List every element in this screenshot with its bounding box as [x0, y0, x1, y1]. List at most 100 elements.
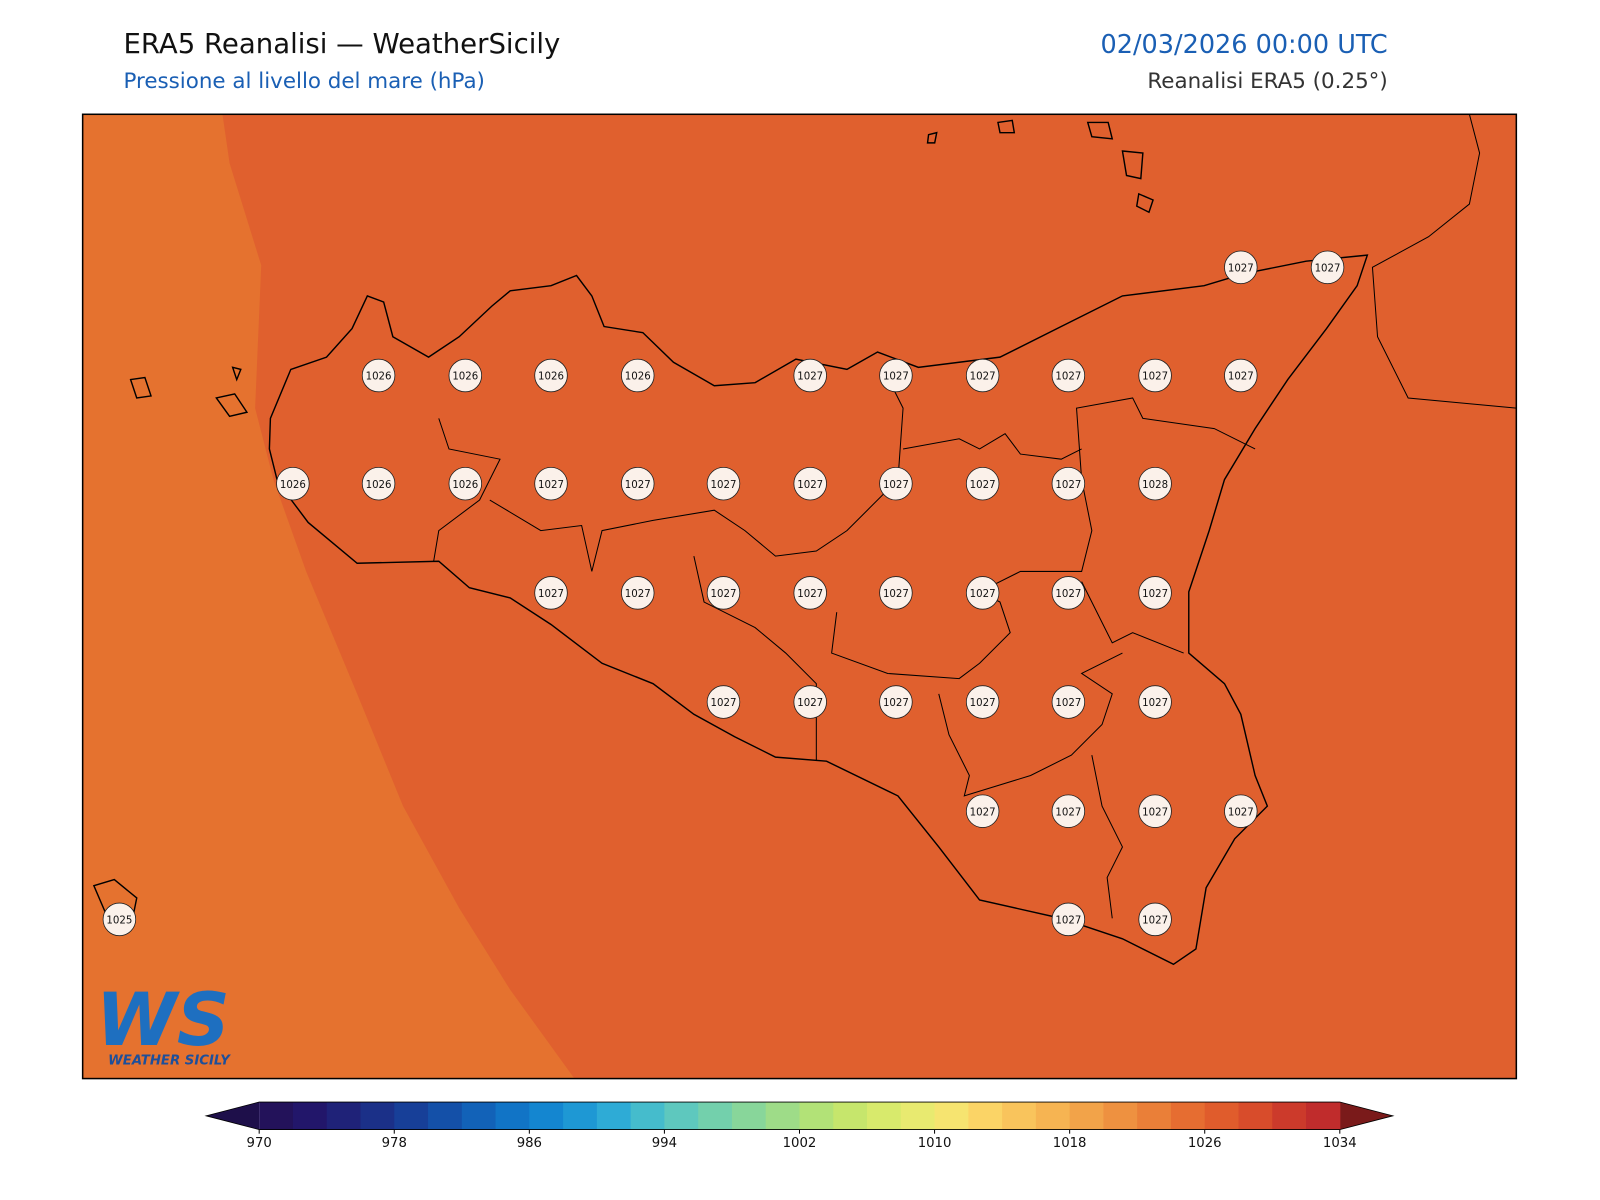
colorbar-bin — [292, 1102, 328, 1130]
station-marker — [879, 358, 913, 393]
station-value: 1027 — [711, 589, 737, 600]
station-value: 1026 — [625, 372, 651, 383]
station-marker — [1310, 250, 1345, 285]
station-value: 1027 — [1228, 807, 1254, 818]
station-marker — [1138, 358, 1172, 393]
station-marker — [793, 685, 827, 719]
station-marker — [1224, 358, 1258, 393]
colorbar-bin — [461, 1102, 497, 1130]
colorbar-bin — [698, 1102, 733, 1130]
map-frame — [81, 113, 1518, 1080]
station-marker — [1138, 466, 1172, 501]
station-marker — [706, 576, 741, 610]
station-value: 1025 — [106, 915, 132, 926]
colorbar-bin — [664, 1102, 699, 1130]
colorbar-tick-label: 978 — [382, 1136, 407, 1151]
colorbar-bin — [326, 1102, 362, 1130]
station-value: 1027 — [1055, 480, 1081, 491]
station-value: 1027 — [970, 807, 996, 818]
colorbar-bin — [867, 1102, 902, 1130]
station-value: 1027 — [1142, 589, 1168, 600]
station-value: 1026 — [452, 372, 478, 383]
colorbar-tick-label: 970 — [247, 1136, 272, 1151]
station-value: 1028 — [1142, 480, 1168, 491]
colorbar-over — [1339, 1102, 1393, 1130]
station-labels: 1027 1027 1026 1026 1026 1026 1027 1027 1027 1027… — [102, 250, 1345, 937]
colorbar-bin — [529, 1102, 564, 1130]
station-value: 1027 — [1228, 372, 1254, 383]
station-value: 1027 — [1142, 698, 1168, 709]
station-value: 1027 — [970, 589, 996, 600]
colorbar: 970 978 986 994 1002 1010 1018 1026 1034 — [204, 1101, 1395, 1151]
colorbar-bin — [731, 1102, 767, 1130]
station-marker — [1051, 902, 1086, 937]
station-marker — [879, 576, 913, 610]
station-marker — [1051, 466, 1086, 501]
station-marker — [621, 466, 655, 501]
station-marker — [621, 576, 655, 610]
station-value: 1027 — [797, 480, 823, 491]
station-value: 1027 — [797, 372, 823, 383]
station-marker — [793, 466, 827, 501]
station-marker — [706, 466, 741, 501]
station-marker — [1224, 250, 1258, 285]
colorbar-bin — [1306, 1102, 1341, 1130]
islands — [92, 119, 1154, 920]
colorbar-bin — [1069, 1102, 1104, 1130]
station-marker — [361, 358, 396, 393]
station-marker — [965, 576, 1000, 610]
logo-mark: WS — [96, 978, 230, 1063]
subtitle: Pressione al livello del mare (hPa) — [123, 69, 484, 94]
station-marker — [1138, 794, 1172, 828]
colorbar-bin — [934, 1102, 969, 1130]
station-marker — [1051, 576, 1086, 610]
colorbar-tick-label: 994 — [652, 1136, 677, 1151]
station-marker — [361, 466, 396, 501]
logo: WS WEATHER SICILY — [96, 978, 231, 1068]
colorbar-tick-label: 1010 — [918, 1136, 952, 1151]
station-marker — [965, 466, 1000, 501]
colorbar-bin — [259, 1102, 294, 1130]
colorbar-bin — [765, 1102, 800, 1130]
colorbar-tick-label: 1026 — [1188, 1136, 1222, 1151]
colorbar-bin — [394, 1102, 429, 1130]
station-value: 1026 — [280, 480, 306, 491]
colorbar-bin — [630, 1102, 665, 1130]
colorbar-bin — [596, 1102, 632, 1130]
colorbar-bin — [563, 1102, 598, 1130]
station-marker — [1138, 576, 1172, 610]
station-value: 1027 — [883, 589, 909, 600]
colorbar-bin — [495, 1102, 530, 1130]
colorbar-tick-label: 1002 — [783, 1136, 817, 1151]
station-value: 1027 — [883, 698, 909, 709]
station-marker — [276, 466, 310, 501]
map — [82, 114, 1517, 1079]
station-marker — [793, 576, 827, 610]
datetime: 02/03/2026 00:00 UTC — [1101, 30, 1388, 60]
station-marker — [879, 466, 913, 501]
station-marker — [706, 685, 741, 719]
station-value: 1027 — [883, 480, 909, 491]
station-value: 1026 — [366, 480, 392, 491]
station-marker — [965, 794, 1000, 828]
station-marker — [965, 358, 1000, 393]
station-value: 1026 — [452, 480, 478, 491]
station-value: 1027 — [970, 372, 996, 383]
colorbar-bin — [968, 1102, 1003, 1130]
station-value: 1027 — [711, 480, 737, 491]
station-marker — [1051, 358, 1086, 393]
station-marker — [1138, 902, 1172, 937]
station-value: 1027 — [970, 698, 996, 709]
station-value: 1027 — [1055, 807, 1081, 818]
station-value: 1026 — [538, 372, 564, 383]
station-value: 1027 — [1055, 589, 1081, 600]
station-value: 1027 — [1142, 915, 1168, 926]
colorbar-bin — [900, 1102, 936, 1130]
station-value: 1027 — [883, 372, 909, 383]
station-marker — [534, 358, 568, 393]
colorbar-bin — [799, 1102, 834, 1130]
station-value: 1027 — [1315, 263, 1341, 274]
station-marker — [534, 576, 568, 610]
colorbar-bin — [1035, 1102, 1071, 1130]
